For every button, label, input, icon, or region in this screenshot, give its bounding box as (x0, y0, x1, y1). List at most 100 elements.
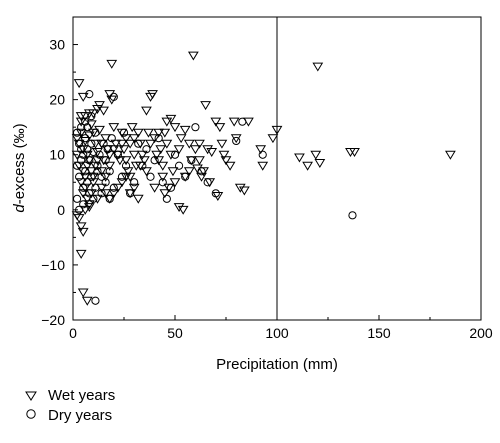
wet-year-point (106, 59, 118, 69)
wet-year-point (110, 139, 122, 149)
x-tick-label: 150 (367, 325, 391, 341)
dry-year-point (181, 172, 190, 181)
wet-year-point (161, 117, 173, 127)
wet-year-point (169, 178, 181, 188)
wet-year-point (71, 211, 83, 221)
wet-year-point (216, 139, 228, 149)
wet-year-point (98, 106, 109, 116)
wet-year-point (88, 109, 99, 119)
wet-year-point (255, 145, 267, 155)
wet-year-point (312, 62, 324, 72)
wet-year-point (173, 203, 185, 213)
dry-year-point (91, 183, 100, 192)
dry-year-point (109, 183, 118, 192)
wet-year-point (77, 92, 89, 102)
dry-year-point (77, 156, 86, 165)
dry-year-point (187, 156, 196, 165)
wet-year-point (108, 123, 120, 133)
wet-year-point (169, 123, 181, 133)
y-tick-label: 30 (49, 37, 65, 53)
wet-year-point (179, 125, 191, 135)
legend-wet-label: Wet years (48, 387, 115, 404)
x-tick-label: 200 (469, 325, 493, 341)
dry-year-point (81, 167, 90, 176)
wet-year-point (349, 147, 360, 157)
dry-year-point (72, 194, 82, 203)
dry-year-point (81, 117, 90, 126)
x-tick-label: 0 (69, 325, 77, 341)
legend-dry-marker (26, 409, 36, 419)
wet-year-point (218, 150, 230, 160)
wet-year-point (75, 117, 87, 127)
dry-year-point (87, 172, 96, 181)
wet-year-point (165, 150, 177, 160)
wet-year-point (141, 106, 152, 116)
dry-year-point (134, 139, 143, 148)
wet-year-point (214, 123, 226, 133)
wet-year-point (104, 161, 116, 171)
wet-year-point (161, 139, 173, 149)
plot-area: 0 50 100 150 200 −20 −10 0 10 20 30 (41, 16, 493, 341)
dry-year-point (113, 150, 122, 159)
wet-year-point (159, 128, 171, 138)
y-tick-label: −10 (41, 257, 65, 273)
wet-year-point (220, 156, 232, 166)
dry-year-point (79, 183, 88, 192)
wet-year-point (202, 145, 214, 155)
wet-year-point (212, 192, 224, 202)
x-tick-label: 100 (265, 325, 289, 341)
dry-year-point (154, 134, 163, 143)
x-tick-label: 50 (167, 325, 183, 341)
wet-year-point (114, 156, 126, 166)
dry-year-point (158, 178, 167, 187)
wet-year-point (228, 117, 240, 127)
wet-year-point (96, 167, 107, 177)
data-points (71, 51, 456, 306)
dry-year-point (238, 117, 247, 126)
wet-year-point (100, 189, 112, 199)
wet-year-point (165, 114, 177, 124)
y-tick-label: 0 (57, 202, 65, 218)
dry-year-point (77, 123, 86, 132)
dry-year-point (105, 167, 114, 176)
dry-year-point (119, 128, 129, 137)
wet-year-point (94, 125, 105, 135)
dry-year-point (203, 178, 212, 187)
wet-year-point (77, 227, 89, 237)
wet-year-point (238, 186, 250, 196)
dry-year-point (93, 161, 102, 170)
wet-year-point (141, 167, 152, 177)
wet-year-point (106, 95, 118, 105)
wet-year-point (234, 183, 246, 193)
wet-year-point (196, 172, 207, 182)
dry-year-point (91, 296, 100, 305)
dry-year-point (211, 189, 220, 198)
wet-year-point (128, 183, 140, 193)
wet-year-point (126, 123, 138, 133)
dry-year-point (97, 189, 106, 198)
dry-year-point (150, 156, 159, 165)
dry-year-point (75, 139, 84, 148)
wet-year-point (149, 183, 160, 193)
wet-year-point (194, 156, 205, 166)
wet-year-point (104, 150, 116, 160)
dry-year-point (89, 194, 98, 203)
wet-year-point (194, 139, 205, 149)
dry-year-point (93, 167, 102, 176)
dry-year-point (87, 112, 96, 121)
wet-year-point (314, 158, 326, 168)
wet-year-point (104, 90, 116, 100)
dry-year-point (95, 150, 104, 159)
dry-year-point (81, 134, 90, 143)
wet-year-point (90, 139, 101, 149)
wet-year-point (159, 189, 171, 199)
wet-year-point (132, 194, 144, 204)
wet-year-point (147, 90, 158, 100)
wet-year-point (271, 125, 283, 135)
wet-year-point (128, 134, 140, 144)
dry-year-point (72, 161, 82, 170)
wet-year-point (116, 178, 128, 188)
dry-year-point (170, 150, 180, 159)
wet-year-point (108, 189, 120, 199)
wet-year-point (94, 101, 105, 111)
